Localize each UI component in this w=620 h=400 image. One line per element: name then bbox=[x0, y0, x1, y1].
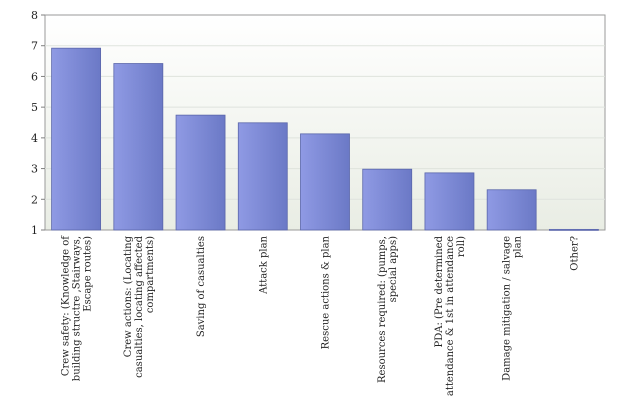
bar bbox=[548, 228, 599, 231]
bar bbox=[113, 63, 164, 231]
x-category-label-line: PDA: (Pre determined bbox=[434, 235, 445, 347]
x-category-label-line: Damage mitigation / salvage bbox=[502, 236, 513, 381]
x-category-label-line: Rescue actions & plan bbox=[321, 235, 332, 349]
bar bbox=[362, 168, 413, 231]
x-category-label-line: Other? bbox=[569, 236, 580, 271]
bar bbox=[486, 189, 537, 231]
bar bbox=[175, 114, 226, 231]
x-category-label: PDA: (Pre determinedattendance & 1st in … bbox=[434, 235, 467, 396]
bar bbox=[237, 122, 288, 231]
y-tick-label: 4 bbox=[31, 132, 38, 145]
x-category-label-line: plan bbox=[513, 235, 524, 258]
x-category-label: Saving of casualties bbox=[196, 236, 207, 337]
x-category-label: Crew actions: (Locatingcasualties, locat… bbox=[123, 235, 156, 377]
x-axis-labels: Crew safety: (Knowledge ofbuilding struc… bbox=[61, 235, 581, 396]
y-tick-label: 3 bbox=[31, 163, 38, 176]
x-category-label-line: compartments) bbox=[145, 236, 156, 313]
y-tick-label: 2 bbox=[31, 193, 38, 206]
x-category-label-line: roll) bbox=[456, 236, 467, 257]
x-category-label: Damage mitigation / salvageplan bbox=[502, 235, 524, 380]
x-category-label: Crew safety: (Knowledge ofbuilding struc… bbox=[61, 235, 94, 381]
x-category-label-line: Attack plan bbox=[258, 235, 269, 294]
y-tick-label: 8 bbox=[31, 9, 38, 22]
x-category-label-line: Saving of casualties bbox=[196, 236, 207, 337]
y-tick-label: 7 bbox=[31, 40, 38, 53]
x-category-label-line: Crew actions: (Locating bbox=[123, 235, 134, 357]
y-tick-label: 6 bbox=[31, 70, 38, 83]
y-axis: 1 2 3 4 5 6 7 8 bbox=[31, 9, 45, 237]
x-category-label-line: Resources required: (pumps, bbox=[377, 236, 388, 383]
bar bbox=[300, 133, 350, 231]
x-category-label-line: building structre ,Stairways, bbox=[72, 236, 83, 381]
x-category-label: Resources required: (pumps,special apps) bbox=[377, 236, 399, 383]
x-category-label-line: attendance & 1st in attendance bbox=[445, 236, 456, 396]
y-tick-label: 1 bbox=[31, 224, 38, 237]
x-category-label: Attack plan bbox=[258, 235, 269, 294]
bars bbox=[51, 47, 599, 231]
x-category-label: Other? bbox=[569, 236, 580, 271]
x-category-label-line: casualties, locating affected bbox=[134, 235, 145, 377]
x-category-label-line: Escape routes) bbox=[83, 236, 94, 312]
bar bbox=[424, 172, 475, 231]
x-category-label-line: Crew safety: (Knowledge of bbox=[61, 235, 72, 376]
x-category-label-line: special apps) bbox=[388, 236, 399, 302]
y-tick-label: 5 bbox=[31, 101, 38, 114]
x-category-label: Rescue actions & plan bbox=[321, 235, 332, 349]
bar bbox=[51, 47, 102, 231]
